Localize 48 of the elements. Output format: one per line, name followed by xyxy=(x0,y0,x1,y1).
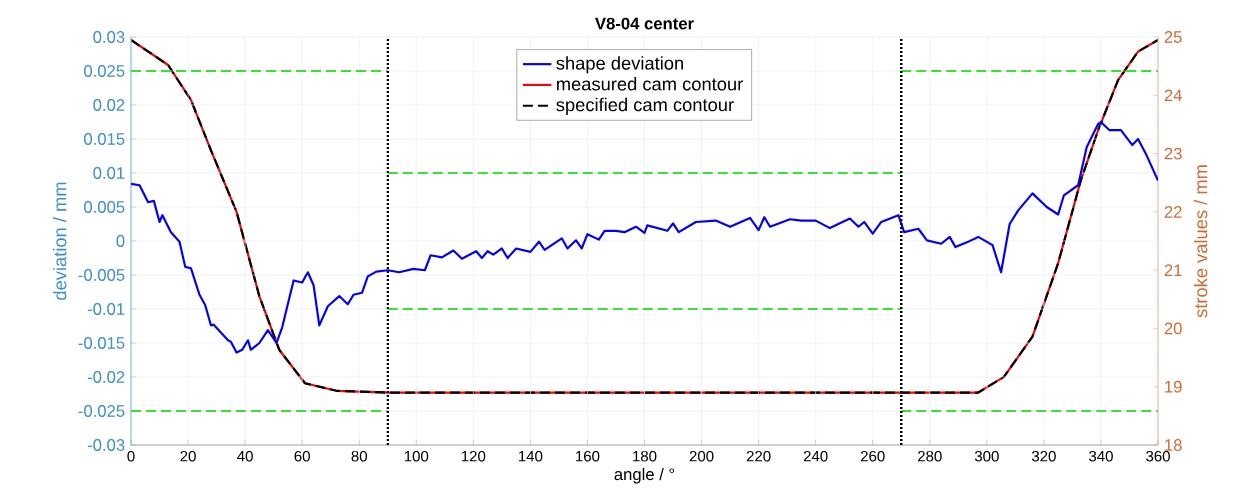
y2-tick-label: 19 xyxy=(1165,380,1182,393)
y-tick-label: -0.01 xyxy=(87,303,125,315)
y-tick-label: -0.02 xyxy=(87,371,125,383)
y-tick-label: 0 xyxy=(116,235,125,247)
x-tick-label: 120 xyxy=(461,450,486,462)
legend-label: measured cam contour xyxy=(557,77,743,91)
x-axis-title: angle / ° xyxy=(614,467,675,484)
y2-axis-title: stroke values / mm xyxy=(1193,165,1208,318)
line-series xyxy=(131,120,1158,354)
x-tick-label: 180 xyxy=(633,450,657,462)
y-tick-label: 0.02 xyxy=(93,99,125,111)
y-tick-label: -0.025 xyxy=(78,405,125,417)
x-tick-label: 140 xyxy=(519,450,543,462)
x-tick-label: 100 xyxy=(404,450,429,462)
y-axis-title: deviation / mm xyxy=(52,182,67,300)
x-tick-label: 360 xyxy=(1146,450,1170,462)
y-tick-label: -0.015 xyxy=(78,337,125,349)
y-tick-label: -0.005 xyxy=(78,269,125,281)
x-tick-label: 80 xyxy=(351,450,367,462)
x-tick-label: 160 xyxy=(576,450,600,462)
y2-tick-label: 24 xyxy=(1164,89,1182,102)
chart-title: V8-04 center xyxy=(595,17,694,30)
y-tick-label: 0.025 xyxy=(84,65,125,77)
y-tick-label: 0.03 xyxy=(93,31,125,43)
x-tick-label: 260 xyxy=(860,450,885,462)
y2-tick-label: 18 xyxy=(1165,439,1182,451)
x-tick-label: 340 xyxy=(1089,450,1113,462)
legend-label: specified cam contour xyxy=(556,97,734,115)
x-tick-label: 20 xyxy=(180,450,196,462)
x-tick-label: 320 xyxy=(1031,450,1056,462)
x-tick-label: 200 xyxy=(689,450,714,462)
x-tick-label: 0 xyxy=(127,450,135,462)
y2-tick-label: 22 xyxy=(1164,206,1182,218)
x-tick-label: 300 xyxy=(974,450,999,462)
x-tick-label: 40 xyxy=(237,450,253,462)
legend-label: shape deviation xyxy=(556,56,683,74)
y-tick-label: 0.015 xyxy=(84,133,125,145)
y-tick-label: -0.03 xyxy=(87,439,125,451)
x-tick-label: 240 xyxy=(803,450,828,462)
x-tick-label: 220 xyxy=(746,450,771,462)
x-tick-label: 280 xyxy=(918,450,942,462)
y-tick-label: 0.01 xyxy=(93,167,125,179)
y2-tick-label: 21 xyxy=(1164,264,1182,276)
y2-tick-label: 23 xyxy=(1164,147,1182,160)
x-tick-label: 60 xyxy=(294,450,310,462)
y-tick-label: 0.005 xyxy=(84,201,125,213)
y2-tick-label: 25 xyxy=(1164,31,1182,43)
y2-tick-label: 20 xyxy=(1164,322,1182,335)
